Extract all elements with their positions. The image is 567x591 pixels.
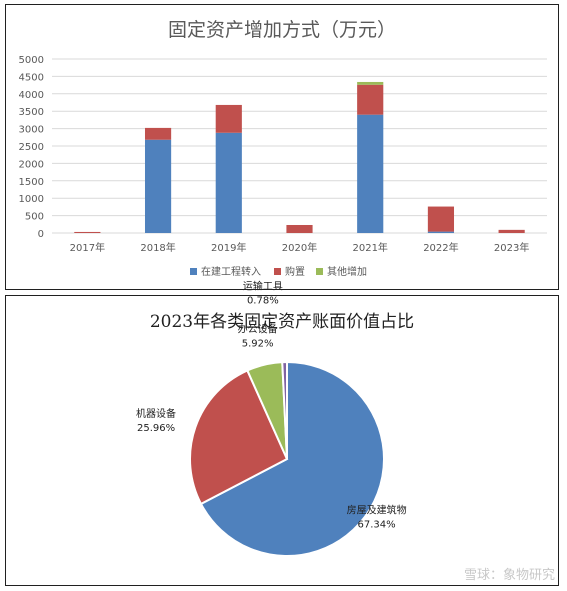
- pie-slice-name: 运输工具: [243, 279, 283, 292]
- y-tick-label: 500: [25, 212, 44, 223]
- x-tick-label: 2020年: [282, 241, 317, 254]
- pie-slice-name: 办公设备: [238, 322, 278, 335]
- pie-slice: [281, 360, 288, 460]
- bar-segment: [427, 231, 455, 233]
- y-tick-label: 4000: [19, 90, 44, 101]
- pie-slice-percent: 25.96%: [137, 423, 175, 434]
- pie-slice-percent: 67.34%: [358, 519, 396, 530]
- y-tick-label: 0: [38, 229, 44, 240]
- x-tick-label: 2021年: [352, 241, 387, 254]
- bar-segment: [357, 84, 384, 115]
- pie-chart-title: 2023年各类固定资产账面价值占比: [149, 312, 415, 332]
- y-tick-label: 5000: [19, 55, 44, 66]
- bar-segment: [286, 224, 313, 233]
- bar-segment: [357, 81, 384, 85]
- legend-swatch: [190, 268, 197, 275]
- pie-slice: [199, 360, 385, 557]
- y-tick-label: 1000: [19, 194, 44, 205]
- pie-slice-percent: 0.78%: [247, 295, 279, 306]
- y-tick-label: 3500: [19, 107, 44, 118]
- x-tick-label: 2017年: [70, 241, 105, 254]
- pie-chart-svg: 房屋及建筑物 67.34% 机器设备 25.96% 办公设备 5.92% 运输工具 0.78%: [136, 279, 407, 557]
- bar-segment: [427, 206, 455, 232]
- x-tick-label: 2018年: [140, 241, 175, 254]
- pie-slice: [189, 369, 289, 506]
- bar-segment: [357, 114, 384, 233]
- legend-swatch: [274, 268, 281, 275]
- y-tick-label: 2500: [19, 142, 44, 153]
- y-tick-label: 1500: [19, 177, 44, 188]
- bar-segment: [144, 139, 172, 233]
- watermark: 雪球：象物研究: [463, 568, 555, 583]
- x-tick-label: 2023年: [494, 241, 529, 254]
- pie-chart-panel: 2023年各类固定资产账面价值占比 房屋及建筑物 67.34% 机器设备 25.96%…: [5, 279, 559, 586]
- pie-slice-percent: 5.92%: [242, 338, 274, 349]
- bar-chart-panel: 固定资产增加方式（万元） 0 500 1000 1500 2000 2500 3000 350…: [5, 4, 559, 290]
- bar-chart-svg: 0 500 1000 1500 2000 2500 3000 3500 4000 4500 5000…: [19, 55, 547, 278]
- bar-segment: [74, 231, 101, 233]
- x-tick-label: 2022年: [423, 241, 458, 254]
- y-tick-label: 3000: [19, 125, 44, 136]
- y-tick-label: 4500: [19, 72, 44, 83]
- pie-slice-name: 房屋及建筑物: [347, 503, 407, 516]
- bar-segment: [215, 104, 242, 133]
- legend-label: 购置: [285, 265, 305, 278]
- pie-slice-name: 机器设备: [136, 407, 176, 420]
- bar-segment: [215, 132, 242, 233]
- x-tick-label: 2019年: [211, 241, 246, 254]
- bar-segment: [498, 229, 525, 233]
- legend-label: 其他增加: [327, 265, 367, 278]
- bar-chart-title: 固定资产增加方式（万元）: [167, 19, 396, 41]
- bar-segment: [144, 127, 172, 140]
- legend-label: 在建工程转入: [201, 265, 261, 278]
- y-tick-label: 2000: [19, 159, 44, 170]
- legend-swatch: [316, 268, 323, 275]
